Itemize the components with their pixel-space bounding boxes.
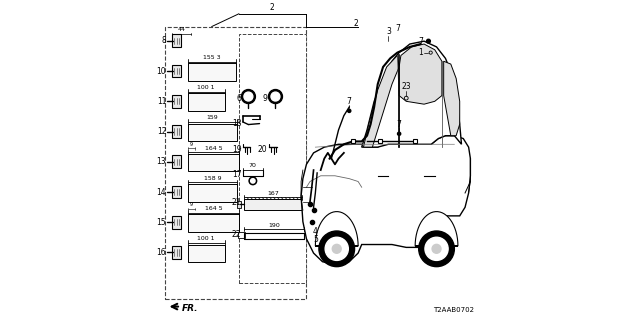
- Text: 7: 7: [395, 24, 400, 33]
- Text: 3: 3: [386, 27, 391, 36]
- Bar: [172, 95, 181, 108]
- Text: 16: 16: [157, 248, 166, 257]
- Bar: [172, 125, 181, 138]
- Text: 4: 4: [313, 227, 318, 236]
- Bar: [172, 216, 181, 228]
- Bar: [188, 214, 239, 232]
- Circle shape: [426, 39, 430, 43]
- Polygon shape: [415, 212, 458, 246]
- Text: 23: 23: [401, 83, 411, 92]
- Text: 164 5: 164 5: [205, 206, 222, 211]
- Polygon shape: [444, 61, 460, 136]
- Circle shape: [271, 92, 280, 101]
- Bar: [188, 244, 225, 262]
- Text: 6: 6: [237, 94, 241, 103]
- Bar: [172, 65, 181, 77]
- Bar: [172, 186, 181, 198]
- Text: 190: 190: [268, 223, 280, 228]
- Text: 20: 20: [258, 145, 268, 154]
- Text: 70: 70: [249, 164, 257, 168]
- Text: 9: 9: [189, 202, 193, 207]
- Text: 9: 9: [189, 141, 193, 147]
- Text: FR.: FR.: [182, 304, 198, 313]
- Circle shape: [241, 90, 255, 104]
- Text: 164 5: 164 5: [205, 146, 222, 151]
- Text: 2: 2: [270, 3, 275, 12]
- Circle shape: [244, 92, 253, 101]
- Circle shape: [332, 244, 341, 253]
- Text: 19: 19: [232, 145, 241, 154]
- Text: 22: 22: [232, 229, 241, 238]
- Circle shape: [397, 132, 401, 135]
- Bar: [172, 35, 181, 47]
- Polygon shape: [364, 55, 399, 147]
- Circle shape: [319, 231, 355, 267]
- Text: 100 1: 100 1: [198, 85, 215, 90]
- Bar: [188, 154, 239, 171]
- Text: 15: 15: [157, 218, 166, 227]
- Bar: [164, 27, 306, 299]
- Text: T2AAB0702: T2AAB0702: [433, 307, 474, 313]
- Text: 12: 12: [157, 127, 166, 136]
- Circle shape: [419, 231, 454, 267]
- Bar: [237, 201, 241, 208]
- Polygon shape: [316, 212, 358, 246]
- Bar: [238, 232, 245, 238]
- Text: 167: 167: [267, 191, 279, 196]
- Text: 5: 5: [313, 235, 318, 244]
- Text: 18: 18: [232, 119, 241, 128]
- Bar: [172, 246, 181, 259]
- Text: 8: 8: [161, 36, 166, 45]
- Bar: [172, 156, 181, 168]
- Text: 14: 14: [157, 188, 166, 196]
- Text: 7: 7: [347, 97, 351, 106]
- Bar: [188, 93, 225, 111]
- Text: 11: 11: [157, 97, 166, 106]
- Text: 21: 21: [232, 198, 241, 207]
- Text: 100 1: 100 1: [198, 236, 215, 241]
- Bar: [188, 63, 236, 81]
- Bar: [244, 199, 303, 210]
- Text: 158 9: 158 9: [204, 176, 221, 181]
- Circle shape: [249, 177, 257, 185]
- Text: 2: 2: [354, 20, 358, 28]
- Circle shape: [268, 90, 282, 104]
- Circle shape: [251, 179, 255, 183]
- Polygon shape: [301, 136, 470, 265]
- Text: 7: 7: [397, 120, 401, 129]
- Circle shape: [432, 244, 441, 253]
- Text: 9: 9: [262, 94, 268, 103]
- Text: 1: 1: [418, 48, 423, 57]
- Text: 44: 44: [177, 27, 186, 32]
- Polygon shape: [399, 44, 442, 104]
- Text: 10: 10: [157, 67, 166, 76]
- Circle shape: [325, 237, 348, 260]
- Bar: [188, 124, 237, 141]
- Text: 17: 17: [232, 170, 241, 179]
- Bar: [188, 184, 237, 202]
- Text: 13: 13: [157, 157, 166, 166]
- Circle shape: [348, 109, 351, 112]
- Text: 159: 159: [207, 116, 218, 120]
- Text: 155 3: 155 3: [203, 55, 221, 60]
- Circle shape: [425, 237, 448, 260]
- Polygon shape: [362, 41, 461, 147]
- Text: 7: 7: [418, 37, 423, 46]
- Bar: [239, 35, 306, 283]
